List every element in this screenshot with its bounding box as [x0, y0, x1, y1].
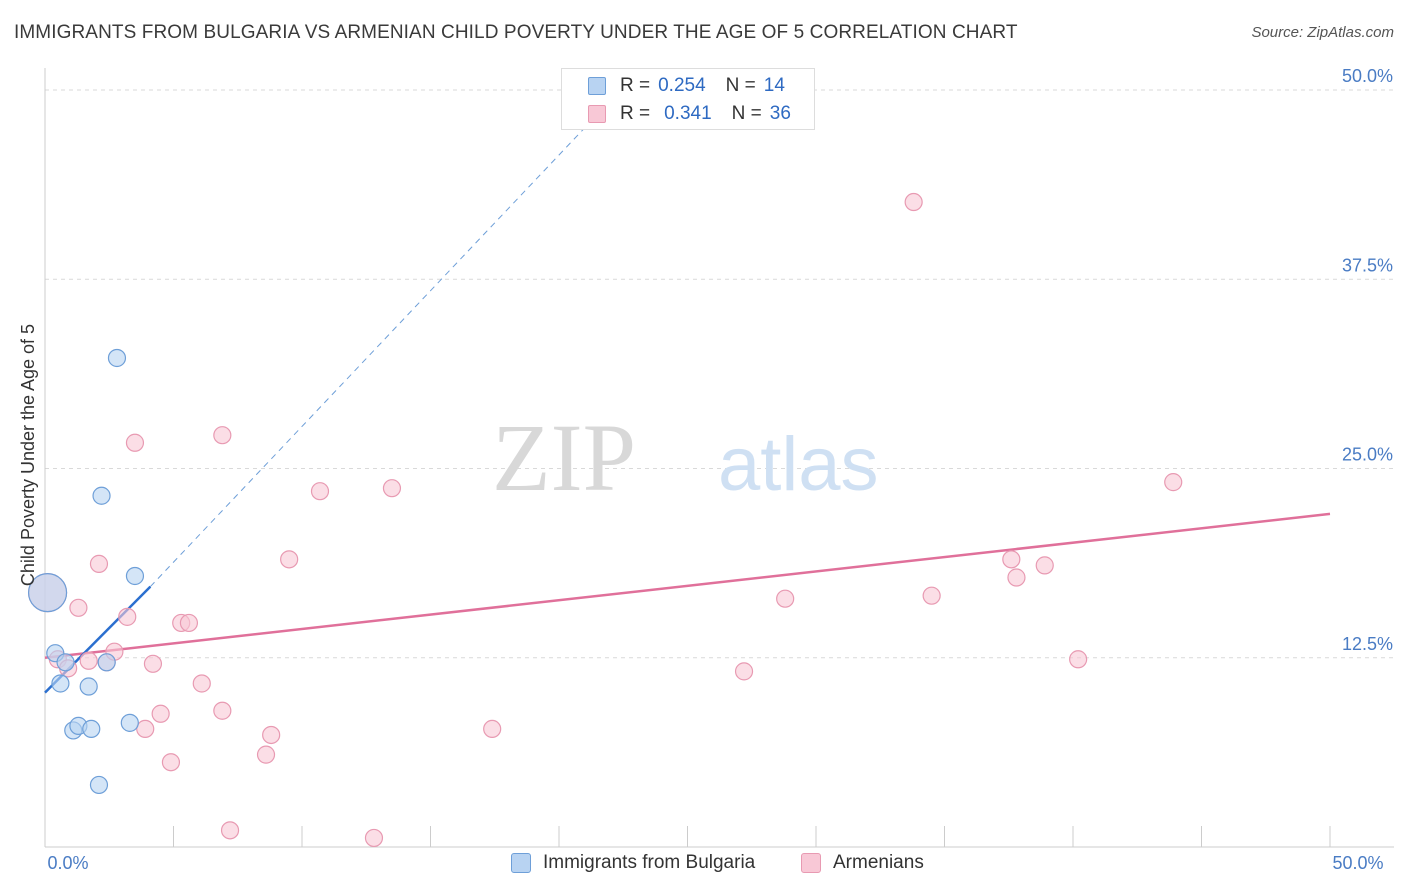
point-armenians — [220, 821, 240, 840]
source-label: Source: ZipAtlas.com — [1251, 24, 1394, 41]
legend-n-value: 36 — [769, 103, 791, 124]
point-bulgaria — [89, 775, 109, 795]
point-armenians — [922, 586, 941, 605]
watermark: ZIP atlas — [492, 404, 879, 511]
y-tick-label: 50.0% — [1342, 66, 1393, 86]
axis-layer — [44, 68, 1394, 848]
trend-layer — [44, 127, 1331, 694]
legend-item-bulgaria[interactable]: Immigrants from Bulgaria — [511, 852, 755, 874]
legend-label-armenians: Armenians — [833, 852, 924, 873]
legend-item-armenians[interactable]: Armenians — [801, 852, 924, 874]
watermark-atlas: atlas — [718, 422, 879, 507]
correlation-legend: R = 0.254 N = 14 R = 0.341 N = 36 — [561, 68, 815, 130]
legend-label-bulgaria: Immigrants from Bulgaria — [543, 852, 756, 873]
y-tick-label: 25.0% — [1342, 445, 1393, 465]
watermark-zip: ZIP — [492, 404, 636, 511]
point-bulgaria — [120, 713, 139, 732]
y-tick-label: 12.5% — [1342, 634, 1393, 654]
point-armenians — [213, 701, 232, 720]
legend-swatch-bulgaria — [511, 853, 531, 873]
legend-row-bulgaria: R = 0.254 N = 14 — [620, 74, 785, 98]
point-armenians — [1069, 650, 1088, 669]
point-bulgaria — [97, 653, 116, 672]
legend-n-value: 14 — [763, 75, 785, 96]
point-armenians — [79, 651, 98, 670]
point-armenians — [1002, 550, 1021, 569]
series-legend: Immigrants from Bulgaria Armenians — [0, 852, 1406, 878]
point-armenians — [483, 719, 502, 739]
point-armenians — [161, 753, 181, 772]
point-armenians — [1164, 473, 1183, 492]
trend-line-bulgaria-extrapolated — [150, 127, 586, 587]
y-tick-label: 37.5% — [1342, 255, 1393, 275]
points-layer — [27, 192, 1183, 848]
point-armenians — [382, 479, 402, 498]
point-armenians — [118, 607, 137, 626]
grid-layer — [45, 89, 1394, 659]
legend-row-armenians: R = 0.341 N = 36 — [620, 102, 791, 126]
point-armenians — [262, 725, 281, 745]
point-armenians — [125, 433, 145, 452]
legend-swatch-bulgaria — [588, 77, 606, 95]
point-armenians — [776, 589, 795, 608]
tick-label-layer: 12.5% 25.0% 37.5% 50.0% 0.0% 50.0% — [47, 66, 1393, 873]
x-tick-label: 50.0% — [1332, 853, 1383, 873]
point-bulgaria — [79, 677, 98, 696]
point-bulgaria — [92, 486, 111, 505]
legend-n-label: N = — [731, 103, 762, 124]
point-armenians — [143, 654, 163, 673]
point-armenians — [904, 192, 923, 212]
legend-r-label: R = — [620, 75, 651, 96]
trend-line-armenians — [44, 512, 1331, 659]
point-bulgaria — [27, 573, 68, 613]
chart-title: IMMIGRANTS FROM BULGARIA VS ARMENIAN CHI… — [14, 22, 1018, 43]
point-armenians — [192, 674, 211, 693]
point-armenians — [136, 719, 155, 739]
x-tick-label: 0.0% — [47, 853, 88, 873]
point-armenians — [1035, 556, 1054, 575]
point-armenians — [310, 482, 330, 501]
point-armenians — [1007, 568, 1026, 587]
point-armenians — [179, 613, 199, 633]
legend-r-value: 0.254 — [658, 75, 706, 96]
point-armenians — [151, 704, 170, 723]
point-armenians — [213, 426, 232, 445]
point-armenians — [734, 662, 754, 681]
y-axis-label: Child Poverty Under the Age of 5 — [18, 324, 38, 586]
point-bulgaria — [82, 719, 101, 739]
point-armenians — [364, 828, 384, 848]
legend-swatch-armenians — [801, 853, 821, 873]
point-armenians — [69, 598, 88, 617]
point-bulgaria — [107, 348, 127, 368]
point-bulgaria — [125, 566, 145, 586]
legend-n-label: N = — [725, 75, 756, 96]
legend-r-label: R = — [620, 103, 651, 124]
point-armenians — [280, 550, 299, 569]
legend-swatch-armenians — [588, 105, 606, 123]
point-bulgaria — [51, 674, 70, 693]
legend-r-value: 0.341 — [664, 103, 712, 124]
point-armenians — [256, 745, 276, 764]
point-armenians — [89, 554, 109, 573]
point-bulgaria — [56, 653, 75, 672]
